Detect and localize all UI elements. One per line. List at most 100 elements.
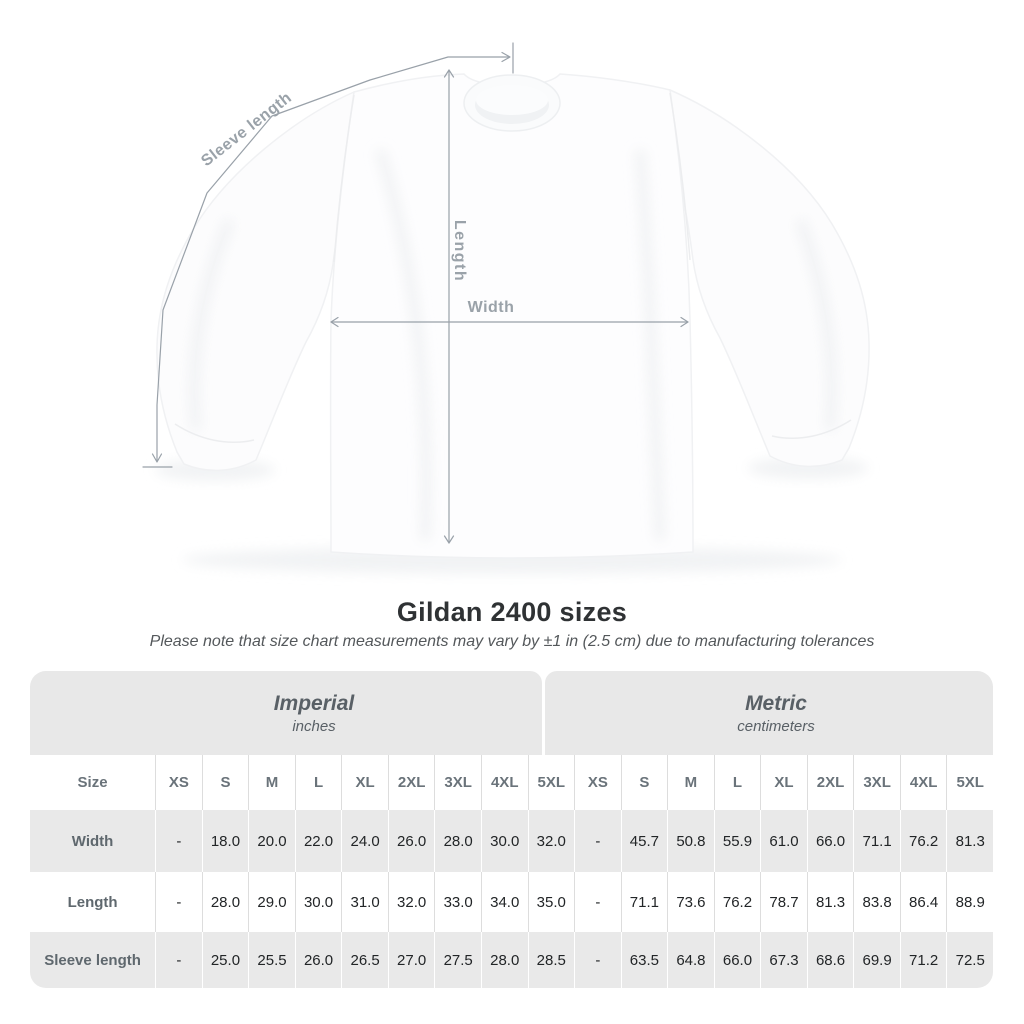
value-cell: 24.0 — [341, 810, 388, 872]
imperial-band: Imperial inches — [30, 671, 542, 755]
length-arrow-down — [443, 535, 455, 544]
shirt-folds — [189, 148, 837, 541]
sleeve-dim-line — [156, 56, 510, 462]
size-col-header: 4XL — [480, 755, 528, 810]
value-cell: 61.0 — [760, 810, 807, 872]
size-col-header: 3XL — [853, 755, 900, 810]
size-col-header: 5XL — [527, 755, 575, 810]
size-col-header: XL — [760, 755, 807, 810]
size-header-row: Size XS S M L XL 2XL 3XL 4XL 5XL XS S M … — [30, 755, 993, 810]
size-col-header: XL — [341, 755, 388, 810]
tolerance-note: Please note that size chart measurements… — [149, 633, 875, 650]
value-cell: 63.5 — [620, 932, 668, 988]
value-cell: 55.9 — [713, 810, 761, 872]
value-cell: 88.9 — [946, 872, 993, 932]
value-cell: 30.0 — [294, 872, 342, 932]
size-chart-table: Size XS S M L XL 2XL 3XL 4XL 5XL XS S M … — [30, 755, 993, 988]
value-cell: 83.8 — [853, 872, 900, 932]
size-col-header: 2XL — [387, 755, 435, 810]
value-cell: 71.1 — [853, 810, 900, 872]
value-cell: 76.2 — [713, 872, 761, 932]
value-cell: 50.8 — [667, 810, 714, 872]
value-cell: 35.0 — [527, 872, 575, 932]
value-cell: 78.7 — [760, 872, 807, 932]
value-cell: 81.3 — [806, 872, 854, 932]
value-cell: - — [155, 932, 202, 988]
value-cell: 28.0 — [480, 932, 528, 988]
value-cell: 22.0 — [294, 810, 342, 872]
page-title: Gildan 2400 sizes — [396, 597, 628, 627]
row-label: Length — [30, 872, 156, 932]
value-cell: 69.9 — [853, 932, 900, 988]
value-cell: 86.4 — [899, 872, 947, 932]
value-cell: - — [574, 810, 621, 872]
imperial-title: Imperial — [273, 692, 355, 715]
value-cell: 26.5 — [341, 932, 388, 988]
size-col-header: XS — [574, 755, 621, 810]
value-cell: 64.8 — [667, 932, 714, 988]
value-cell: 34.0 — [480, 872, 528, 932]
value-cell: 25.0 — [201, 932, 249, 988]
value-cell: 73.6 — [667, 872, 714, 932]
size-col-header: L — [294, 755, 342, 810]
sleeve-arrow-right — [501, 51, 511, 63]
metric-title: Metric — [745, 692, 807, 715]
unit-header-band: Imperial inches Metric centimeters — [30, 671, 993, 755]
value-cell: 72.5 — [946, 932, 993, 988]
shirt-seams — [174, 92, 852, 443]
value-cell: - — [155, 810, 202, 872]
size-col-header: M — [667, 755, 714, 810]
size-col-header: S — [201, 755, 249, 810]
size-col-header: 5XL — [946, 755, 993, 810]
value-cell: 33.0 — [434, 872, 481, 932]
table-row-length: Length - 28.0 29.0 30.0 31.0 32.0 33.0 3… — [30, 872, 993, 932]
value-cell: 71.1 — [620, 872, 668, 932]
size-col-header: XS — [155, 755, 202, 810]
value-cell: 32.0 — [387, 872, 435, 932]
value-cell: 28.0 — [434, 810, 481, 872]
value-cell: 76.2 — [899, 810, 947, 872]
imperial-unit: inches — [292, 718, 336, 735]
value-cell: 27.5 — [434, 932, 481, 988]
value-cell: 71.2 — [899, 932, 947, 988]
value-cell: 45.7 — [620, 810, 668, 872]
value-cell: 20.0 — [248, 810, 295, 872]
size-col-header: 4XL — [899, 755, 947, 810]
table-row-sleeve-length: Sleeve length - 25.0 25.5 26.0 26.5 27.0… — [30, 932, 993, 988]
sleeve-arrow-down — [151, 453, 163, 463]
size-header-label: Size — [30, 755, 156, 810]
row-label: Sleeve length — [30, 932, 156, 988]
value-cell: 27.0 — [387, 932, 435, 988]
value-cell: 81.3 — [946, 810, 993, 872]
value-cell: - — [574, 932, 621, 988]
value-cell: 28.0 — [201, 872, 249, 932]
dimension-lines — [142, 42, 689, 544]
width-arrow-left — [330, 316, 339, 328]
table-row-width: Width - 18.0 20.0 22.0 24.0 26.0 28.0 30… — [30, 810, 993, 872]
value-cell: 29.0 — [248, 872, 295, 932]
value-cell: 67.3 — [760, 932, 807, 988]
value-cell: 26.0 — [387, 810, 435, 872]
shirt-illustration — [142, 42, 870, 574]
value-cell: 18.0 — [201, 810, 249, 872]
width-arrow-right — [680, 316, 689, 328]
size-col-header: L — [713, 755, 761, 810]
size-table: Imperial inches Metric centimeters Size — [30, 671, 993, 988]
width-dim-label: Width — [467, 299, 515, 316]
size-col-header: M — [248, 755, 295, 810]
metric-band: Metric centimeters — [545, 671, 993, 755]
row-label: Width — [30, 810, 156, 872]
value-cell: 25.5 — [248, 932, 295, 988]
value-cell: - — [574, 872, 621, 932]
size-col-header: 3XL — [434, 755, 481, 810]
metric-unit: centimeters — [737, 718, 815, 735]
size-col-header: S — [620, 755, 668, 810]
value-cell: 66.0 — [713, 932, 761, 988]
value-cell: 30.0 — [480, 810, 528, 872]
size-col-header: 2XL — [806, 755, 854, 810]
value-cell: 31.0 — [341, 872, 388, 932]
value-cell: 66.0 — [806, 810, 854, 872]
value-cell: 68.6 — [806, 932, 854, 988]
value-cell: - — [155, 872, 202, 932]
